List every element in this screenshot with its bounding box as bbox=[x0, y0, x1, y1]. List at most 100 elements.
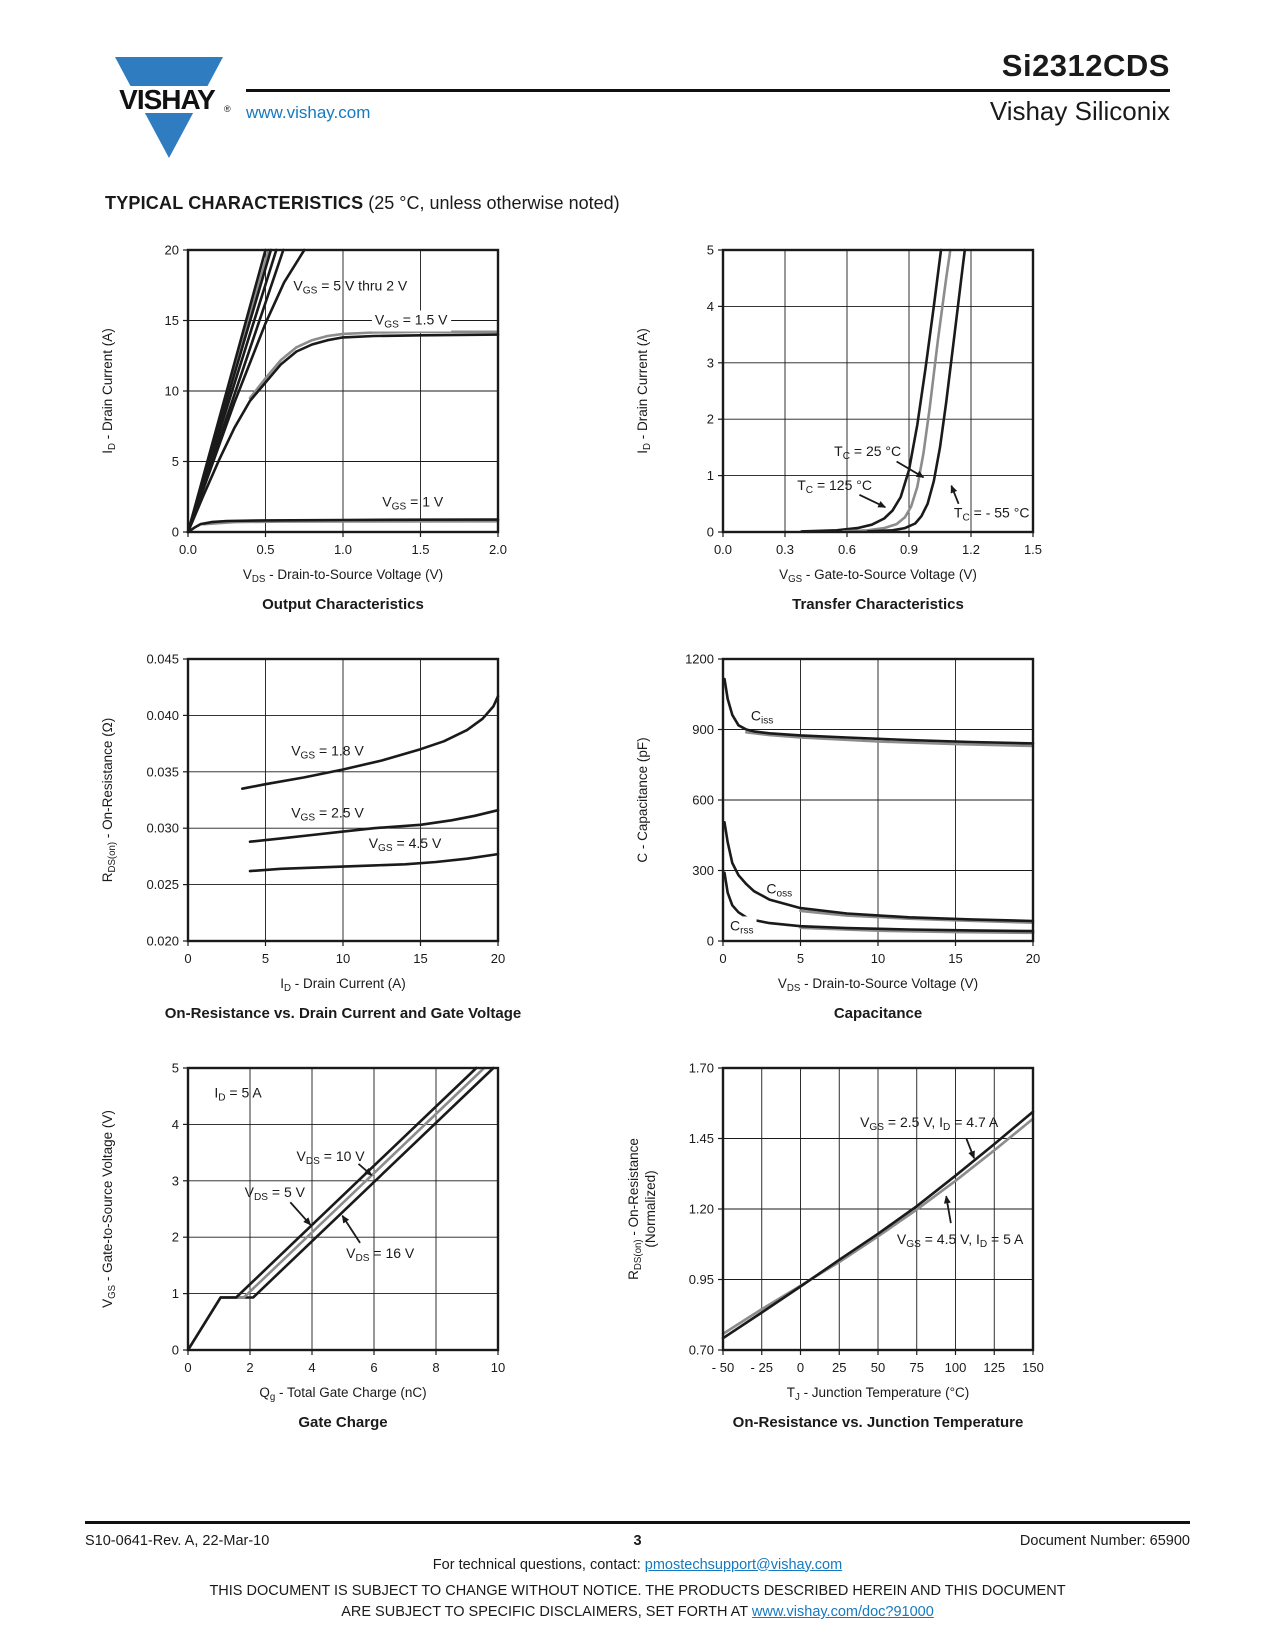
series-group bbox=[186, 248, 500, 534]
svg-text:2: 2 bbox=[707, 412, 714, 427]
svg-text:20: 20 bbox=[1026, 951, 1040, 966]
header: VISHAY ® Si2312CDS www.vishay.com Vishay… bbox=[0, 0, 1275, 167]
svg-text:0: 0 bbox=[719, 951, 726, 966]
page-number: 3 bbox=[633, 1532, 642, 1549]
series-curve bbox=[241, 694, 500, 790]
grid bbox=[183, 1067, 499, 1355]
annotation-arrow bbox=[341, 1214, 361, 1244]
plot-border bbox=[721, 248, 1035, 534]
footer: S10-0641-Rev. A, 22-Mar-10 3 Document Nu… bbox=[0, 1520, 1275, 1650]
series-curve bbox=[248, 808, 500, 843]
series-curve bbox=[186, 1066, 486, 1352]
footer-contact: For technical questions, contact: pmoste… bbox=[85, 1557, 1190, 1573]
svg-text:0.025: 0.025 bbox=[146, 877, 179, 892]
document-number: Document Number: 65900 bbox=[1019, 1532, 1190, 1549]
svg-text:0: 0 bbox=[184, 951, 191, 966]
y-axis-label: (Normalized) bbox=[643, 1170, 658, 1247]
section-title-note: (25 °C, unless otherwise noted) bbox=[363, 193, 620, 213]
svg-text:600: 600 bbox=[692, 793, 714, 808]
vishay-logo: VISHAY ® bbox=[98, 50, 238, 167]
y-axis-label: ID - Drain Current (A) bbox=[635, 328, 653, 454]
svg-text:- 50: - 50 bbox=[712, 1360, 734, 1375]
svg-text:0.020: 0.020 bbox=[146, 934, 179, 949]
svg-text:0: 0 bbox=[184, 1360, 191, 1375]
disclaimer-link[interactable]: www.vishay.com/doc?91000 bbox=[751, 1604, 934, 1621]
series-curve bbox=[799, 926, 1035, 935]
disclaimer-line1: THIS DOCUMENT IS SUBJECT TO CHANGE WITHO… bbox=[209, 1582, 1066, 1599]
chart-on-resistance-vs-drain-current: 0 5 10 15 20 0.020 0.025 0.030 0.035 0.040 0.045 VG… bbox=[88, 647, 588, 1023]
website-link[interactable]: www.vishay.com bbox=[246, 103, 371, 122]
svg-text:10: 10 bbox=[165, 384, 179, 399]
contact-text: For technical questions, contact: bbox=[432, 1556, 645, 1573]
svg-text:50: 50 bbox=[871, 1360, 885, 1375]
svg-text:1: 1 bbox=[707, 468, 714, 483]
svg-text:2: 2 bbox=[172, 1230, 179, 1245]
svg-text:1: 1 bbox=[172, 1286, 179, 1301]
svg-text:1.70: 1.70 bbox=[689, 1061, 714, 1076]
gate-charge-plot: 0 2 4 6 8 10 0 1 2 3 4 5 ID = 5 A VDS = 10 V VDS = 5 V… bbox=[88, 1056, 568, 1408]
curve-annotation: TC = 25 °C bbox=[834, 443, 901, 462]
chart-svg: 0 5 10 15 20 0.020 0.025 0.030 0.035 0.040 0.045 VG… bbox=[100, 652, 505, 995]
svg-text:0.5: 0.5 bbox=[256, 542, 274, 557]
svg-text:1.45: 1.45 bbox=[689, 1131, 714, 1146]
svg-text:20: 20 bbox=[165, 243, 179, 258]
chart-svg: - 50 - 25 0 25 50 75 100 125 150 0.70 0.95 1.20 1.45… bbox=[626, 1061, 1044, 1404]
grid bbox=[718, 249, 1034, 537]
footer-row: S10-0641-Rev. A, 22-Mar-10 3 Document Nu… bbox=[85, 1533, 1190, 1549]
transfer-characteristics-plot: 0.0 0.3 0.6 0.9 1.2 1.5 0 1 2 3 4 5 TC = 25 °C TC = 1… bbox=[623, 238, 1103, 590]
chart-gate-charge: 0 2 4 6 8 10 0 1 2 3 4 5 ID = 5 A VDS = 10 V VDS = 5 V… bbox=[88, 1056, 588, 1432]
svg-text:1.5: 1.5 bbox=[411, 542, 429, 557]
svg-text:1.2: 1.2 bbox=[962, 542, 980, 557]
curve-annotation: VGS = 4.5 V bbox=[369, 835, 442, 854]
chart-caption: On-Resistance vs. Drain Current and Gate… bbox=[164, 1005, 522, 1022]
chart-svg: 0.0 0.5 1.0 1.5 2.0 0 5 10 15 20 VGS = 5 V thru 2 … bbox=[100, 243, 507, 586]
svg-text:3: 3 bbox=[172, 1173, 179, 1188]
series-curve bbox=[723, 677, 1035, 745]
series-curve bbox=[723, 821, 1035, 923]
series-curve bbox=[186, 248, 306, 534]
curve-annotation: VGS = 1.5 V bbox=[375, 312, 448, 331]
curve-annotation: TC = - 55 °C bbox=[954, 504, 1030, 523]
plot-border bbox=[186, 248, 500, 534]
on-resistance-vs-drain-current-plot: 0 5 10 15 20 0.020 0.025 0.030 0.035 0.040 0.045 VG… bbox=[88, 647, 568, 999]
svg-text:125: 125 bbox=[983, 1360, 1005, 1375]
contact-email-link[interactable]: pmostechsupport@vishay.com bbox=[644, 1556, 843, 1573]
chart-transfer-characteristics: 0.0 0.3 0.6 0.9 1.2 1.5 0 1 2 3 4 5 TC = 25 °C TC = 1… bbox=[623, 238, 1123, 614]
capacitance-plot: 0 5 10 15 20 0 300 600 900 1200 Ciss Coss Crss VDS - … bbox=[623, 647, 1103, 999]
x-axis-label: VDS - Drain-to-Source Voltage (V) bbox=[778, 976, 978, 994]
svg-text:5: 5 bbox=[707, 243, 714, 258]
footer-rule bbox=[85, 1520, 1190, 1524]
on-resistance-vs-junction-temperature-plot: - 50 - 25 0 25 50 75 100 125 150 0.70 0.95 1.20 1.45… bbox=[623, 1056, 1103, 1408]
series-group bbox=[723, 677, 1035, 935]
svg-text:0.045: 0.045 bbox=[146, 652, 179, 667]
chart-caption: On-Resistance vs. Junction Temperature bbox=[732, 1414, 1024, 1431]
x-axis-label: VGS - Gate-to-Source Voltage (V) bbox=[779, 567, 977, 585]
curve-annotation: VGS = 2.5 V bbox=[291, 805, 364, 824]
svg-text:75: 75 bbox=[910, 1360, 924, 1375]
series-curve bbox=[186, 1066, 478, 1352]
x-axis-label: VDS - Drain-to-Source Voltage (V) bbox=[243, 567, 443, 585]
svg-text:25: 25 bbox=[832, 1360, 846, 1375]
vishay-logo-icon: VISHAY ® bbox=[115, 57, 231, 158]
x-axis-label: ID - Drain Current (A) bbox=[280, 976, 406, 994]
revision-text: S10-0641-Rev. A, 22-Mar-10 bbox=[85, 1532, 270, 1549]
svg-text:4: 4 bbox=[707, 299, 714, 314]
svg-text:0.0: 0.0 bbox=[714, 542, 732, 557]
part-number: Si2312CDS bbox=[1001, 48, 1170, 83]
y-axis-label: RDS(on) - On-Resistance (Ω) bbox=[100, 718, 118, 883]
curve-annotation: VGS = 1.8 V bbox=[291, 742, 364, 761]
curve-annotation: VGS = 4.5 V, ID = 5 A bbox=[897, 1231, 1024, 1250]
logo-registered-mark: ® bbox=[224, 104, 231, 114]
svg-text:0: 0 bbox=[172, 525, 179, 540]
svg-text:0.95: 0.95 bbox=[689, 1272, 714, 1287]
annotation-arrow bbox=[289, 1201, 312, 1226]
section-title-bold: TYPICAL CHARACTERISTICS bbox=[105, 193, 364, 213]
chart-svg: 0 2 4 6 8 10 0 1 2 3 4 5 ID = 5 A VDS = 10 V VDS = 5 V… bbox=[100, 1061, 505, 1404]
svg-text:10: 10 bbox=[336, 951, 350, 966]
chart-on-resistance-vs-junction-temperature: - 50 - 25 0 25 50 75 100 125 150 0.70 0.95 1.20 1.45… bbox=[623, 1056, 1123, 1432]
y-axis-label: VGS - Gate-to-Source Voltage (V) bbox=[100, 1110, 118, 1308]
series-group bbox=[800, 248, 967, 533]
chart-capacitance: 0 5 10 15 20 0 300 600 900 1200 Ciss Coss Crss VDS - … bbox=[623, 647, 1123, 1023]
svg-text:2.0: 2.0 bbox=[489, 542, 507, 557]
svg-text:0: 0 bbox=[707, 934, 714, 949]
